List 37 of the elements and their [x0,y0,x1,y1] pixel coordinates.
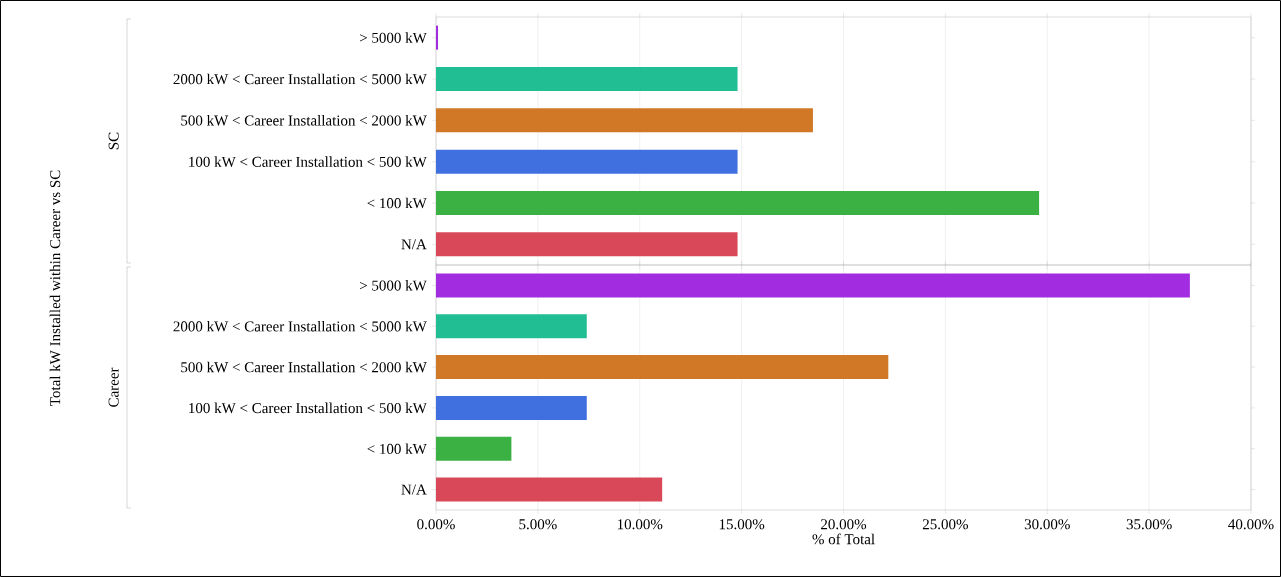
x-tick-label: 20.00% [821,519,867,530]
y-tick-label: N/A [401,484,427,495]
bar [436,66,738,91]
y-tick-label: N/A [401,239,427,250]
bar [436,314,587,339]
x-tick-label: 5.00% [519,519,557,530]
y-tick-label: < 100 kW [367,443,427,455]
x-tick-label: 0.00% [417,519,455,530]
bar [436,395,587,420]
bar [436,477,663,502]
bar [436,232,738,257]
x-tick-label: 10.00% [617,519,663,530]
y-tick-label: 500 kW < Career Installation < 2000 kW [181,115,427,126]
y-tick-label: 2000 kW < Career Installation < 5000 kW [173,73,427,85]
bar [436,273,1190,298]
x-tick-label: 30.00% [1024,519,1070,530]
y-tick-label: 100 kW < Career Installation < 500 kW [189,156,427,167]
x-axis-title: % of Total [812,533,875,545]
x-tick-label: 40.00% [1228,519,1274,530]
bar [436,190,1040,215]
x-tick-label: 15.00% [719,519,765,530]
x-tick-label: 35.00% [1126,519,1172,530]
bar [436,436,512,461]
text: Total kW Installed within Career vs SC [49,170,61,406]
y-tick-label: > 5000 kW [359,32,427,43]
bar [436,149,738,174]
bar [436,108,813,133]
y-tick-label: < 100 kW [367,197,427,209]
y-axis-title: Career [108,367,119,407]
bar [436,355,889,380]
x-tick-label: 25.00% [922,519,968,530]
bar [436,25,439,50]
y-tick-label: 2000 kW < Career Installation < 5000 kW [173,320,427,332]
y-tick-label: > 5000 kW [359,280,427,291]
y-axis-title: SC [108,132,119,150]
y-tick-label: 500 kW < Career Installation < 2000 kW [181,361,427,373]
y-tick-label: 100 kW < Career Installation < 500 kW [189,402,427,414]
